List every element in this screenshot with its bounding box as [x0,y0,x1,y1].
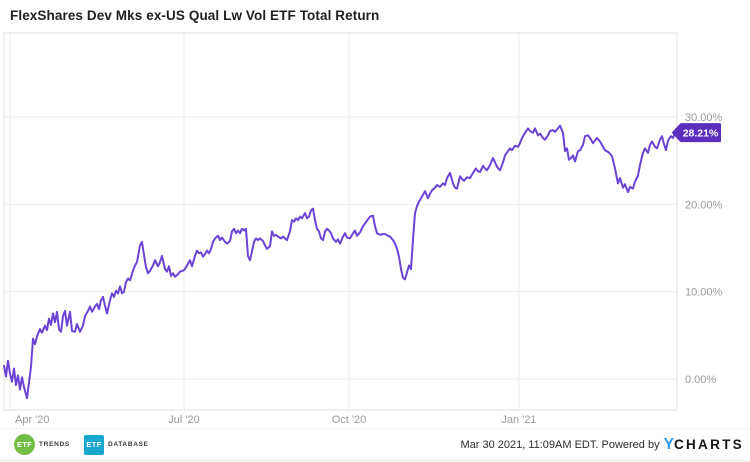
source-logos: ETF TRENDS ETF DATABASE [14,434,149,455]
y-tick-label: 20.00% [685,199,723,211]
plot-border [3,32,678,411]
ycharts-y-icon: Y [663,435,674,453]
chart-title: FlexShares Dev Mks ex-US Qual Lw Vol ETF… [10,8,380,23]
etf-database-logo[interactable]: ETF DATABASE [83,434,149,455]
ycharts-logo[interactable]: Y CHARTS [664,436,744,454]
etf-trends-logo[interactable]: ETF TRENDS [14,434,70,455]
last-value-label: 28.21% [683,128,719,140]
powered-by-label: Powered by [601,438,660,451]
y-tick-label: 10.00% [685,287,723,299]
y-tick-label: 30.00% [685,112,723,124]
last-value-badge [672,123,721,143]
timestamp: Mar 30 2021, 11:09AM EDT. [460,438,599,451]
etf-database-label: DATABASE [107,441,149,448]
x-tick-label: Oct '20 [332,414,367,426]
y-tick-label: 0.00% [685,374,716,386]
x-tick-label: Jan '21 [501,414,536,426]
etf-trends-icon: ETF [14,434,35,455]
ycharts-wordmark: CHARTS [673,436,744,452]
chart-credit: Mar 30 2021, 11:09AM EDT. Powered by Y C… [460,436,744,454]
x-tick-label: Apr '20 [15,414,50,426]
etf-trends-label: TRENDS [39,441,70,448]
total-return-line-chart[interactable]: 30.00% 20.00% 10.00% 0.00% Apr '20 Jul '20 Oct… [0,0,750,428]
x-tick-label: Jul '20 [168,414,199,426]
total-return-line[interactable] [3,124,676,400]
etf-database-icon: ETF [83,434,104,455]
footer: ETF TRENDS ETF DATABASE Mar 30 2021, 11:… [0,428,750,461]
